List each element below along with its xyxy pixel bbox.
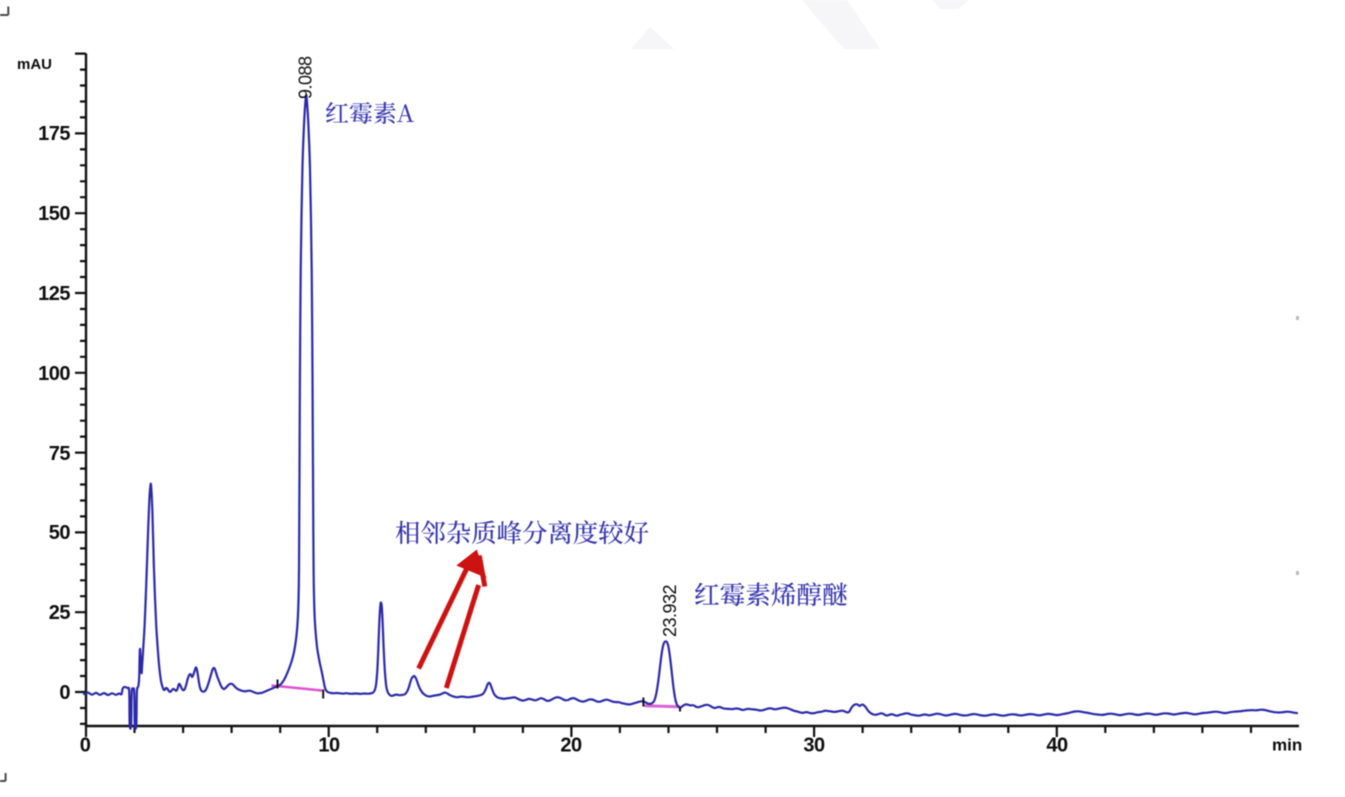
svg-text:125: 125 <box>38 283 70 305</box>
svg-text:40: 40 <box>1046 735 1068 757</box>
svg-text:0: 0 <box>80 735 91 757</box>
svg-text:10: 10 <box>318 735 340 757</box>
svg-text:25: 25 <box>49 602 71 624</box>
svg-text:9.088: 9.088 <box>296 56 316 99</box>
svg-text:20: 20 <box>560 735 582 757</box>
svg-text:min: min <box>1272 736 1302 755</box>
svg-text:175: 175 <box>38 123 70 145</box>
svg-text:100: 100 <box>38 363 70 385</box>
svg-text:30: 30 <box>803 735 825 757</box>
svg-text:0: 0 <box>59 682 70 704</box>
svg-text:75: 75 <box>49 443 71 465</box>
svg-text:150: 150 <box>38 203 70 225</box>
svg-text:23.932: 23.932 <box>660 584 680 637</box>
svg-text:50: 50 <box>49 522 71 544</box>
svg-text:mAU: mAU <box>17 56 52 73</box>
